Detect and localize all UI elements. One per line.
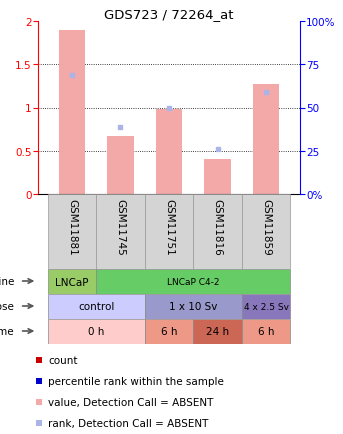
Bar xyxy=(36,421,42,426)
Text: percentile rank within the sample: percentile rank within the sample xyxy=(48,376,224,386)
Bar xyxy=(36,378,42,384)
Bar xyxy=(193,319,242,344)
Bar xyxy=(48,294,145,319)
Text: 6 h: 6 h xyxy=(258,327,274,337)
Bar xyxy=(96,194,145,270)
Text: 0 h: 0 h xyxy=(88,327,104,337)
Text: 6 h: 6 h xyxy=(161,327,177,337)
Title: GDS723 / 72264_at: GDS723 / 72264_at xyxy=(104,8,234,21)
Text: dose: dose xyxy=(0,301,14,311)
Bar xyxy=(193,194,242,270)
Bar xyxy=(156,110,182,194)
Text: GSM11751: GSM11751 xyxy=(164,198,174,255)
Text: GSM11745: GSM11745 xyxy=(116,198,126,255)
Text: LNCaP C4-2: LNCaP C4-2 xyxy=(167,277,220,286)
Text: cell line: cell line xyxy=(0,276,14,286)
Bar xyxy=(204,160,231,194)
Bar xyxy=(59,30,85,194)
Bar xyxy=(253,85,280,194)
Bar xyxy=(145,194,193,270)
Bar xyxy=(145,319,193,344)
Text: 24 h: 24 h xyxy=(206,327,229,337)
Text: time: time xyxy=(0,326,14,336)
Text: 4 x 2.5 Sv: 4 x 2.5 Sv xyxy=(244,302,288,311)
Bar xyxy=(36,399,42,405)
Bar xyxy=(107,137,134,194)
Bar xyxy=(96,270,290,294)
Bar xyxy=(48,270,96,294)
Bar xyxy=(145,294,242,319)
Bar xyxy=(242,319,290,344)
Bar xyxy=(242,294,290,319)
Text: 1 x 10 Sv: 1 x 10 Sv xyxy=(169,302,217,312)
Text: GSM11859: GSM11859 xyxy=(261,198,271,255)
Text: GSM11816: GSM11816 xyxy=(213,198,223,255)
Text: LNCaP: LNCaP xyxy=(55,277,89,287)
Text: rank, Detection Call = ABSENT: rank, Detection Call = ABSENT xyxy=(48,418,209,428)
Bar xyxy=(48,319,145,344)
Text: GSM11881: GSM11881 xyxy=(67,198,77,255)
Bar xyxy=(36,357,42,363)
Bar xyxy=(48,194,96,270)
Text: count: count xyxy=(48,355,78,365)
Text: control: control xyxy=(78,302,115,312)
Bar xyxy=(242,194,290,270)
Text: value, Detection Call = ABSENT: value, Detection Call = ABSENT xyxy=(48,397,213,407)
